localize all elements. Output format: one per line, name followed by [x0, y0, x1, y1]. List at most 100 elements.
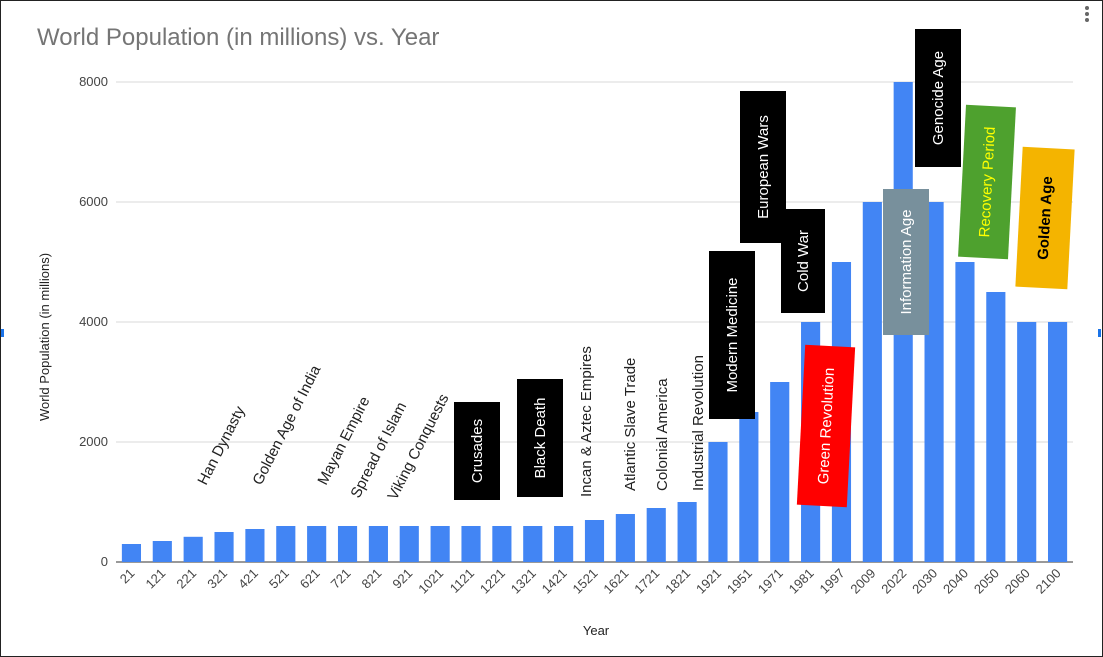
x-tick-label: 1321 [508, 566, 539, 597]
annotation-box-bg [958, 104, 1016, 260]
annotation-box: European Wars [740, 91, 786, 243]
x-tick-label: 1521 [570, 566, 601, 597]
annotation-box-bg [517, 379, 563, 497]
bar[interactable] [770, 382, 790, 562]
x-tick-label: 1971 [755, 566, 786, 597]
annotation-box: Crusades [454, 402, 500, 500]
annotation-box-label: Modern Medicine [724, 277, 741, 392]
x-tick-label: 21 [117, 566, 138, 587]
x-tick-label: 2050 [971, 566, 1002, 597]
y-tick-label: 6000 [79, 194, 108, 209]
more-vert-icon[interactable] [1085, 6, 1089, 22]
bar[interactable] [986, 292, 1006, 562]
bar[interactable] [554, 526, 574, 562]
x-tick-label: 921 [389, 566, 415, 592]
bar[interactable] [461, 526, 481, 562]
bar[interactable] [245, 529, 265, 562]
x-tick-label: 1721 [631, 566, 662, 597]
bar[interactable] [1017, 322, 1037, 562]
x-axis-label: Year [583, 623, 610, 638]
x-tick-label: 321 [204, 566, 230, 592]
bar[interactable] [492, 526, 512, 562]
x-tick-label: 721 [328, 566, 354, 592]
bar[interactable] [152, 541, 172, 562]
annotation-box-bg [796, 344, 856, 508]
bar[interactable] [523, 526, 543, 562]
bar[interactable] [955, 262, 975, 562]
x-tick-label: 2022 [878, 566, 909, 597]
bar[interactable] [337, 526, 358, 562]
bar[interactable] [584, 520, 605, 562]
annotation-box-label: Green Revolution [815, 367, 838, 484]
y-tick-label: 0 [101, 554, 108, 569]
annotation-box-bg [1015, 146, 1075, 290]
annotation-box-bg [883, 189, 929, 335]
annotation-box-label: Cold War [795, 230, 812, 292]
annotation-label: Atlantic Slave Trade [622, 358, 639, 491]
annotation-box: Recovery Period [958, 104, 1016, 260]
bar[interactable] [739, 412, 759, 562]
y-axis-label: World Population (in millions) [37, 253, 52, 421]
annotation-box-bg [454, 402, 500, 500]
annotation-box-bg [781, 209, 825, 313]
annotation-box: Golden Age [1015, 146, 1075, 290]
annotation-box: Genocide Age [915, 29, 961, 167]
annotation-box-label: Information Age [898, 209, 915, 314]
annotation-box-bg [915, 29, 961, 167]
annotation-box-label: Genocide Age [930, 51, 947, 145]
x-tick-label: 1221 [477, 566, 508, 597]
x-tick-label: 1621 [600, 566, 631, 597]
x-tick-label: 421 [235, 566, 261, 592]
bar[interactable] [677, 502, 697, 562]
annotation-label: Industrial Revolution [690, 355, 707, 491]
annotation-box-label: Recovery Period [976, 126, 999, 238]
bar[interactable] [307, 526, 327, 562]
x-tick-label: 1421 [539, 566, 570, 597]
x-tick-label: 2030 [909, 566, 940, 597]
annotation-label: Golden Age of India [249, 362, 324, 488]
y-tick-label: 2000 [79, 434, 108, 449]
annotation-label: Colonial America [654, 378, 671, 491]
bar[interactable] [1047, 322, 1068, 562]
annotation-box: Black Death [517, 379, 563, 497]
resize-handle-left[interactable] [1, 329, 4, 337]
x-axis-ticks: 21 121 221 321 421 521 621 721 821 921 1021 1121 122… [117, 566, 1064, 597]
annotation-box-bg [740, 91, 786, 243]
bar[interactable] [121, 544, 142, 562]
chart-title: World Population (in millions) vs. Year [37, 24, 439, 51]
annotation-label: Incan & Aztec Empires [578, 346, 595, 497]
x-tick-label: 521 [266, 566, 292, 592]
x-tick-label: 621 [297, 566, 323, 592]
y-tick-label: 4000 [79, 314, 108, 329]
x-tick-label: 221 [173, 566, 199, 592]
bar[interactable] [368, 526, 388, 562]
x-tick-label: 1981 [786, 566, 817, 597]
bar[interactable] [183, 536, 203, 562]
annotation-label: Han Dynasty [194, 403, 248, 488]
x-tick-label: 2009 [847, 566, 878, 597]
resize-handle-right[interactable] [1098, 329, 1101, 337]
bar[interactable] [276, 526, 296, 562]
bar[interactable] [646, 508, 666, 562]
x-tick-label: 821 [359, 566, 385, 592]
x-tick-label: 1921 [693, 566, 724, 597]
bar[interactable] [214, 532, 234, 562]
bar[interactable] [862, 202, 882, 562]
bar[interactable] [399, 526, 419, 562]
annotation-box: Green Revolution [796, 344, 856, 508]
x-tick-label: 121 [142, 566, 168, 592]
annotation-box: Cold War [781, 209, 825, 313]
x-tick-label: 2100 [1033, 566, 1064, 597]
x-tick-label: 1951 [724, 566, 755, 597]
annotation-box: Information Age [883, 189, 929, 335]
annotation-box-label: Golden Age [1035, 176, 1056, 260]
bar[interactable] [430, 526, 450, 562]
annotation-box-bg [709, 251, 755, 419]
bar[interactable] [924, 202, 944, 562]
y-axis-ticks: 0 2000 4000 6000 8000 [79, 74, 108, 569]
bar[interactable] [615, 514, 635, 562]
x-tick-label: 2060 [1002, 566, 1033, 597]
bar[interactable] [708, 442, 728, 562]
x-tick-label: 2040 [940, 566, 971, 597]
